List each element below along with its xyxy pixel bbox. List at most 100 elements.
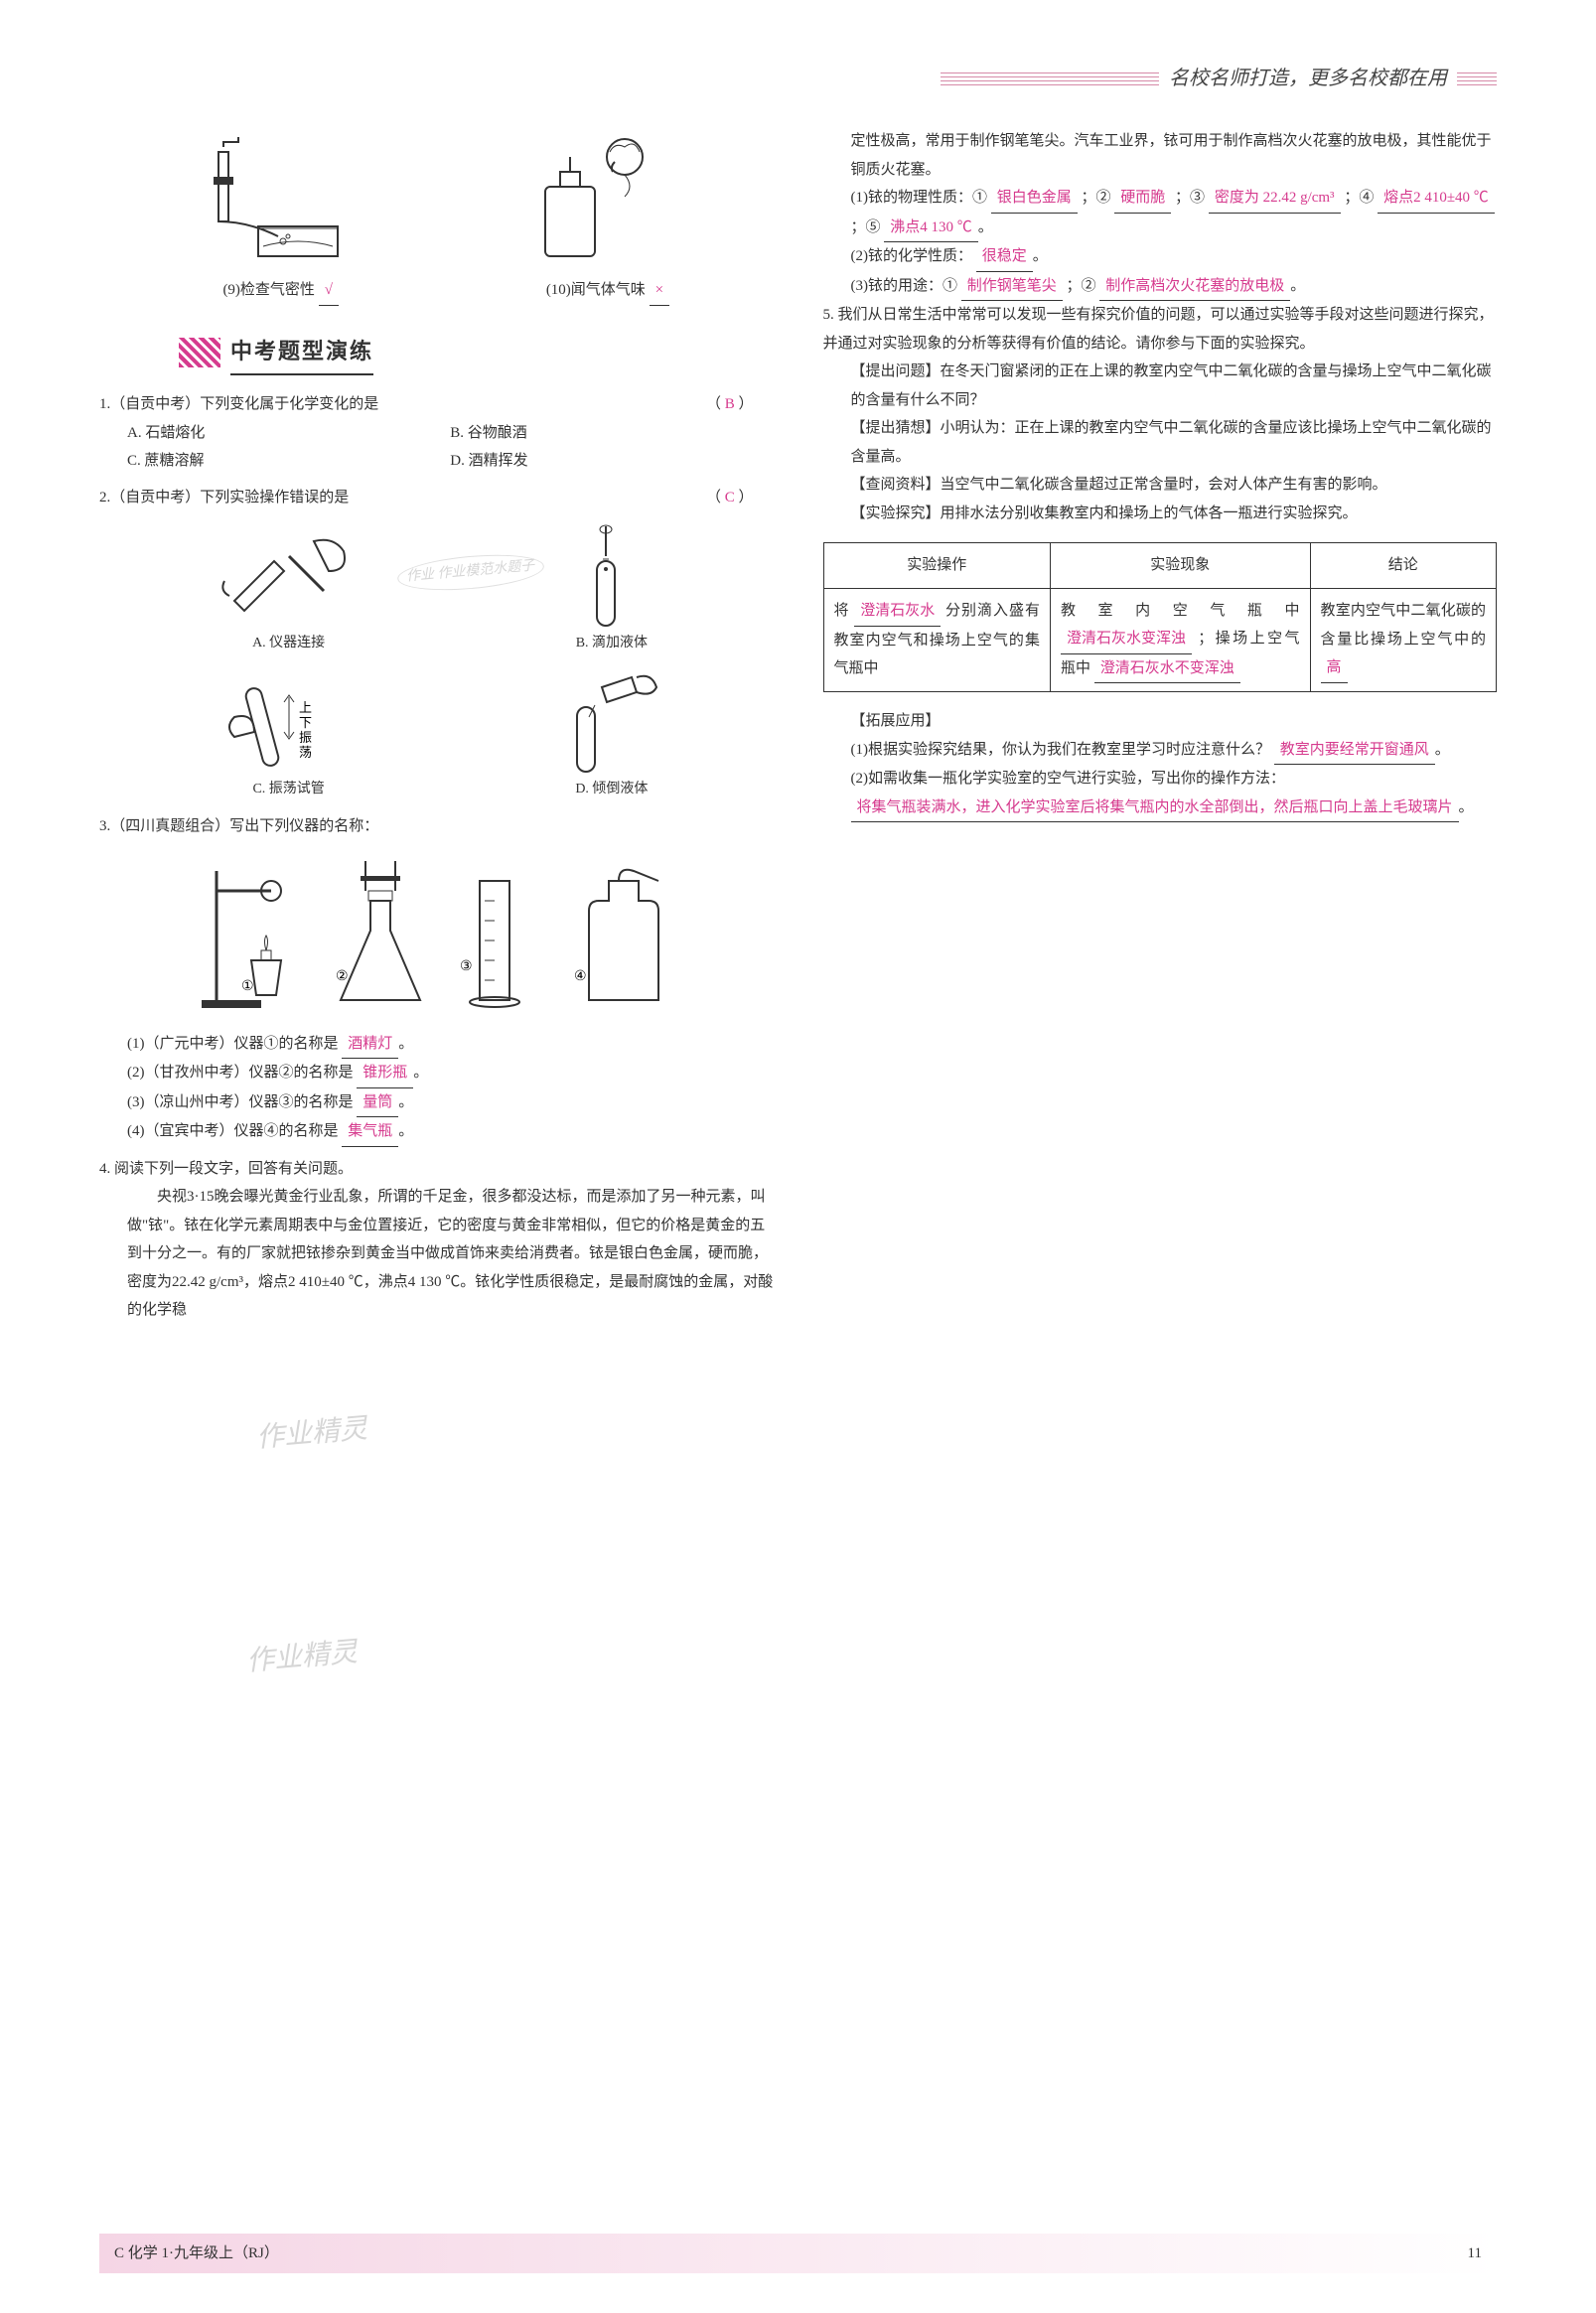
q4-3-a2: 制作高档次火花塞的放电极 — [1099, 272, 1290, 302]
table-ans-ph2: 澄清石灰水不变浑浊 — [1094, 654, 1240, 684]
right-column: 定性极高，常用于制作钢笔笔尖。汽车工业界，铱可用于制作高档次火花塞的放电极，其性… — [823, 127, 1498, 1333]
q2-figC: 上 下 振 荡 C. 振荡试管 — [215, 667, 363, 803]
header-rule-left — [941, 72, 1159, 85]
watermark-2: 作业精灵 — [246, 1400, 378, 1468]
q3-figs: ① ② ③ ④ — [99, 851, 774, 1020]
q3-stem: 3.（四川真题组合）写出下列仪器的名称： — [99, 812, 774, 841]
q4-2-a: 很稳定 — [976, 242, 1033, 272]
caption-9: (9)检查气密性 √ — [222, 276, 338, 306]
q1-answer: B — [725, 396, 735, 412]
q5-ext1: (1)根据实验探究结果，你认为我们在教室里学习时应注意什么？ 教室内要经常开窗通… — [823, 736, 1498, 766]
cell-operation: 将 澄清石灰水 分别滴入盛有教室内空气和操场上空气的集气瓶中 — [823, 588, 1050, 692]
q5-ref: 【查阅资料】当空气中二氧化碳含量超过正常含量时，会对人体产生有害的影响。 — [823, 471, 1498, 500]
q2-capA: A. 仪器连接 — [215, 631, 363, 657]
svg-text:④: ④ — [574, 969, 587, 984]
ext1-answer: 教室内要经常开窗通风 — [1274, 736, 1435, 766]
q2-capB: B. 滴加液体 — [537, 631, 686, 657]
ref-label: 【查阅资料】 — [851, 477, 941, 493]
question-1: 1.（自贡中考）下列变化属于化学变化的是 （ B ） A. 石蜡熔化 B. 谷物… — [99, 390, 774, 476]
cell-conclusion: 教室内空气中二氧化碳的含量比操场上空气中的 高 — [1310, 588, 1496, 692]
q4-1-a3: 密度为 22.42 g/cm³ — [1209, 184, 1341, 214]
q4-sub3: (3)铱的用途：① 制作钢笔笔尖 ；② 制作高档次火花塞的放电极。 — [823, 272, 1498, 302]
header-slogan: 名校名师打造，更多名校都在用 — [1169, 60, 1447, 97]
q5-exp: 【实验探究】用排水法分别收集教室内和操场上的气体各一瓶进行实验探究。 — [823, 500, 1498, 528]
th-operation: 实验操作 — [823, 543, 1050, 589]
q4-1-a2: 硬而脆 — [1114, 184, 1171, 214]
q4-para: 央视3·15晚会曝光黄金行业乱象，所谓的千足金，很多都没达标，而是添加了另一种元… — [99, 1183, 774, 1325]
raise-q-label: 【提出问题】 — [851, 363, 941, 379]
q1-stem: 1.（自贡中考）下列变化属于化学变化的是 （ B ） — [99, 390, 774, 419]
fig-row-9-10 — [99, 137, 774, 266]
q1-answer-paren: （ B ） — [706, 390, 754, 419]
q2-answer: C — [725, 490, 735, 506]
q5-ext2: (2)如需收集一瓶化学实验室的空气进行实验，写出你的操作方法： 将集气瓶装满水，… — [823, 765, 1498, 822]
question-2: 2.（自贡中考）下列实验操作错误的是 （ C ） A. 仪器连接 — [99, 484, 774, 803]
q2-capD: D. 倾倒液体 — [537, 777, 686, 803]
content-columns: (9)检查气密性 √ (10)闻气体气味 × 中考题型演练 1.（自贡中考）下列… — [99, 127, 1497, 1333]
q2-figB: B. 滴加液体 — [537, 521, 686, 657]
svg-text:②: ② — [336, 969, 349, 984]
q3-ans4: 集气瓶 — [342, 1117, 398, 1147]
svg-text:荡: 荡 — [299, 745, 312, 760]
q4-3-a1: 制作钢笔笔尖 — [961, 272, 1063, 302]
watermark-3: 作业精灵 — [236, 1624, 368, 1691]
page-header: 名校名师打造，更多名校都在用 — [99, 60, 1497, 97]
q4-1-a4: 熔点2 410±40 ℃ — [1378, 184, 1495, 214]
question-3: 3.（四川真题组合）写出下列仪器的名称： ① ② — [99, 812, 774, 1147]
fig-9 — [189, 137, 348, 266]
q1-optB: B. 谷物酿酒 — [450, 419, 773, 448]
q2-answer-paren: （ C ） — [706, 484, 754, 512]
airtight-check-icon — [189, 137, 348, 266]
experiment-table: 实验操作 实验现象 结论 将 澄清石灰水 分别滴入盛有教室内空气和操场上空气的集… — [823, 542, 1498, 692]
q4-1-a1: 银白色金属 — [991, 184, 1078, 214]
q2-figs-cd: 上 下 振 荡 C. 振荡试管 D. 倾倒液体 — [99, 667, 774, 803]
page-number: 11 — [1468, 2240, 1482, 2268]
table-row: 将 澄清石灰水 分别滴入盛有教室内空气和操场上空气的集气瓶中 教室内空气瓶中 澄… — [823, 588, 1497, 692]
section-title: 中考题型演练 — [179, 331, 774, 376]
th-phenomenon: 实验现象 — [1050, 543, 1310, 589]
guess-label: 【提出猜想】 — [851, 420, 941, 436]
footer-left: C 化学 1·九年级上（RJ） — [114, 2240, 279, 2268]
q1-optA: A. 石蜡熔化 — [127, 419, 450, 448]
q3-ans1: 酒精灯 — [342, 1030, 398, 1060]
ext-label: 【拓展应用】 — [851, 713, 941, 729]
svg-text:上: 上 — [299, 700, 312, 715]
exp-label: 【实验探究】 — [851, 506, 941, 521]
table-ans-ph1: 澄清石灰水变浑浊 — [1061, 625, 1192, 654]
answer-10: × — [650, 276, 669, 306]
q3-sub3: (3)（凉山州中考）仪器③的名称是 量筒。 — [99, 1088, 774, 1118]
table-ans-conc: 高 — [1321, 653, 1348, 683]
q1-optC: C. 蔗糖溶解 — [127, 447, 450, 476]
page-footer: C 化学 1·九年级上（RJ） 11 — [0, 2234, 1596, 2274]
q5-raise-q: 【提出问题】在冬天门窗紧闭的正在上课的教室内空气中二氧化碳的含量与操场上空气中二… — [823, 358, 1498, 414]
svg-text:下: 下 — [299, 715, 312, 730]
question-4: 4. 阅读下列一段文字，回答有关问题。 央视3·15晚会曝光黄金行业乱象，所谓的… — [99, 1155, 774, 1325]
q4-1-a5: 沸点4 130 ℃ — [884, 214, 978, 243]
question-5: 5. 我们从日常生活中常常可以发现一些有探究价值的问题，可以通过实验等手段对这些… — [823, 301, 1498, 822]
answer-9: √ — [319, 276, 339, 306]
table-ans-op: 澄清石灰水 — [854, 597, 941, 627]
q1-optD: D. 酒精挥发 — [450, 447, 773, 476]
q4-stem: 4. 阅读下列一段文字，回答有关问题。 — [99, 1155, 774, 1184]
left-column: (9)检查气密性 √ (10)闻气体气味 × 中考题型演练 1.（自贡中考）下列… — [99, 127, 774, 1333]
q2-capC: C. 振荡试管 — [215, 777, 363, 803]
q2-figA: A. 仪器连接 — [215, 521, 363, 657]
q3-sub2: (2)（甘孜州中考）仪器②的名称是 锥形瓶。 — [99, 1059, 774, 1088]
svg-text:③: ③ — [460, 959, 473, 974]
drop-liquid-icon — [537, 521, 686, 631]
q2-stem: 2.（自贡中考）下列实验操作错误的是 （ C ） — [99, 484, 774, 512]
connect-apparatus-icon — [215, 521, 363, 631]
q3-sub4: (4)（宜宾中考）仪器④的名称是 集气瓶。 — [99, 1117, 774, 1147]
q3-sub1: (1)（广元中考）仪器①的名称是 酒精灯。 — [99, 1030, 774, 1060]
caption-10: (10)闻气体气味 × — [546, 276, 669, 306]
q5-ext-label: 【拓展应用】 — [823, 707, 1498, 736]
caption-row-9-10: (9)检查气密性 √ (10)闻气体气味 × — [99, 276, 774, 306]
svg-text:振: 振 — [299, 730, 312, 745]
ext2-answer: 将集气瓶装满水，进入化学实验室后将集气瓶内的水全部倒出，然后瓶口向上盖上毛玻璃片 — [851, 794, 1459, 823]
section-icon — [179, 338, 220, 367]
fig-10 — [525, 137, 684, 266]
header-rule-right — [1457, 72, 1497, 85]
q3-ans3: 量筒 — [357, 1088, 398, 1118]
cell-phenomenon: 教室内空气瓶中 澄清石灰水变浑浊 ；操场上空气瓶中 澄清石灰水不变浑浊 — [1050, 588, 1310, 692]
svg-text:①: ① — [241, 979, 254, 994]
